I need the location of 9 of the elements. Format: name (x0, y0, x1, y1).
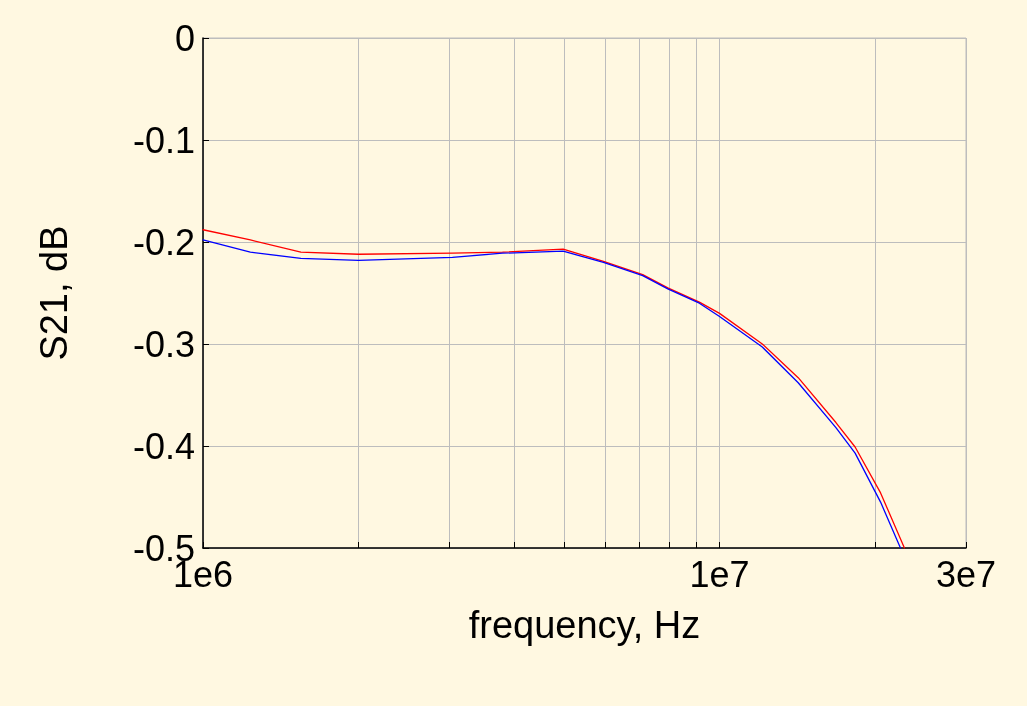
x-axis-title: frequency, Hz (468, 604, 701, 646)
x-tick-label: 3e7 (935, 553, 997, 595)
x-tick-label: 1e7 (689, 553, 750, 595)
y-tick-label: -0.4 (132, 425, 195, 467)
y-axis-title: S21, dB (33, 225, 75, 361)
y-tick-label: -0.3 (132, 323, 195, 365)
y-tick-label: -0.1 (132, 119, 195, 161)
y-tick-label: -0.2 (132, 221, 195, 263)
y-tick-label: 0 (174, 17, 195, 59)
